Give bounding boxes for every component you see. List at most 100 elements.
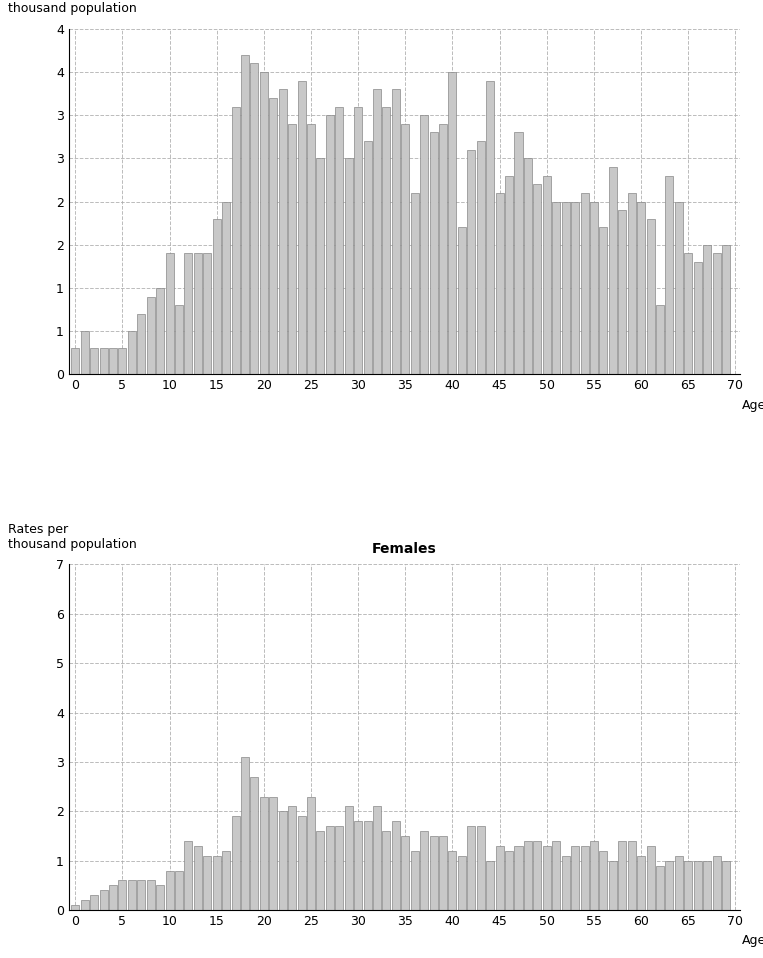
Bar (241, 55, 249, 375)
Bar (430, 836, 438, 910)
Bar (618, 210, 626, 375)
Bar (194, 846, 202, 910)
Bar (430, 132, 438, 375)
Bar (185, 841, 192, 910)
Bar (458, 227, 466, 375)
Bar (722, 244, 730, 375)
Bar (175, 306, 183, 375)
Bar (552, 841, 560, 910)
Bar (410, 851, 419, 910)
Bar (628, 193, 636, 375)
Bar (703, 244, 711, 375)
Bar (524, 841, 532, 910)
Bar (505, 175, 513, 375)
Bar (684, 254, 692, 375)
Bar (694, 860, 702, 910)
Bar (146, 297, 155, 375)
Bar (590, 201, 598, 375)
Bar (213, 218, 221, 375)
Bar (118, 349, 127, 375)
Bar (694, 262, 702, 375)
Bar (637, 855, 645, 910)
Bar (250, 777, 259, 910)
Bar (269, 98, 277, 375)
Bar (260, 796, 268, 910)
Bar (128, 331, 136, 375)
Bar (467, 826, 475, 910)
Bar (118, 880, 127, 910)
Bar (646, 218, 655, 375)
Bar (665, 860, 674, 910)
Bar (354, 821, 362, 910)
Bar (496, 846, 504, 910)
Bar (552, 201, 560, 375)
Bar (524, 158, 532, 375)
Bar (137, 880, 145, 910)
Bar (581, 193, 588, 375)
Bar (373, 89, 381, 375)
Bar (232, 106, 240, 375)
Bar (439, 836, 447, 910)
Bar (307, 796, 315, 910)
Text: Rates per
thousand population: Rates per thousand population (8, 523, 137, 551)
Bar (335, 106, 343, 375)
Bar (288, 807, 296, 910)
Title: Females: Females (372, 542, 436, 557)
Bar (571, 846, 579, 910)
Bar (203, 254, 211, 375)
Bar (90, 349, 98, 375)
Bar (458, 855, 466, 910)
Bar (326, 826, 334, 910)
X-axis label: Age: Age (742, 399, 763, 412)
Bar (345, 807, 353, 910)
Bar (373, 807, 381, 910)
Bar (410, 193, 419, 375)
Bar (542, 846, 551, 910)
Bar (317, 158, 324, 375)
Bar (392, 89, 400, 375)
Bar (175, 871, 183, 910)
Bar (401, 836, 409, 910)
Bar (364, 821, 372, 910)
Bar (467, 149, 475, 375)
Bar (562, 855, 570, 910)
Bar (288, 124, 296, 375)
Bar (166, 254, 174, 375)
Bar (81, 331, 89, 375)
Bar (99, 890, 108, 910)
Bar (382, 832, 391, 910)
Bar (581, 846, 588, 910)
Bar (656, 866, 664, 910)
Bar (326, 115, 334, 375)
Bar (185, 254, 192, 375)
Bar (156, 288, 164, 375)
Bar (269, 796, 277, 910)
Bar (137, 314, 145, 375)
Bar (562, 201, 570, 375)
Bar (722, 860, 730, 910)
Bar (307, 124, 315, 375)
Bar (486, 80, 494, 375)
Bar (278, 811, 287, 910)
Bar (166, 871, 174, 910)
Bar (637, 201, 645, 375)
Bar (232, 816, 240, 910)
Bar (420, 832, 428, 910)
Bar (590, 841, 598, 910)
Bar (713, 855, 720, 910)
Bar (656, 306, 664, 375)
Bar (71, 349, 79, 375)
Bar (571, 201, 579, 375)
Bar (600, 851, 607, 910)
Bar (542, 175, 551, 375)
Bar (241, 757, 249, 910)
Bar (674, 855, 683, 910)
Bar (278, 89, 287, 375)
Bar (109, 885, 117, 910)
Bar (600, 227, 607, 375)
Bar (194, 254, 202, 375)
Bar (628, 841, 636, 910)
Bar (477, 826, 485, 910)
Bar (146, 880, 155, 910)
Bar (317, 832, 324, 910)
